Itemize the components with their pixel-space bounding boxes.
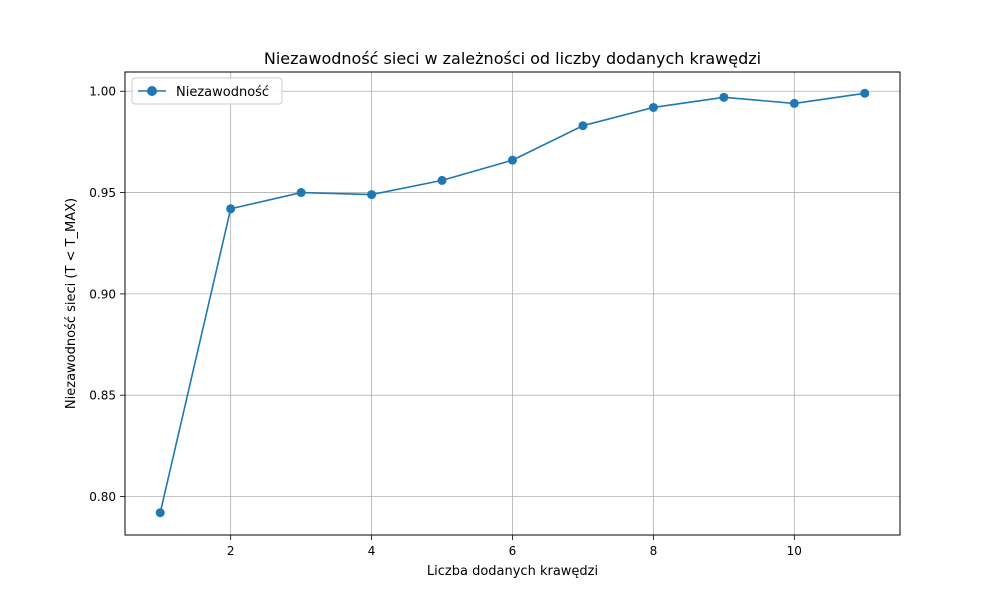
x-tick-label: 6 <box>509 544 517 558</box>
y-tick-label: 1.00 <box>89 85 116 99</box>
series-layer <box>155 88 870 518</box>
x-axis-label: Liczba dodanych krawędzi <box>427 564 598 579</box>
data-point <box>648 102 658 112</box>
data-point <box>367 190 377 200</box>
legend-box <box>131 77 283 105</box>
x-tick-label: 2 <box>227 544 235 558</box>
data-point <box>437 175 447 185</box>
x-tick-label: 4 <box>368 544 376 558</box>
data-point <box>578 121 588 131</box>
grid <box>125 72 900 535</box>
data-point <box>226 204 236 214</box>
x-tick-label: 10 <box>787 544 802 558</box>
data-point <box>860 88 870 98</box>
ticks: 2 4 6 8 10 0.80 0.85 0.90 0.95 1.00 <box>89 85 802 558</box>
data-point <box>508 155 517 165</box>
x-tick-label: 8 <box>650 544 658 558</box>
legend-marker-swatch <box>147 86 157 96</box>
legend: Niezawodność <box>131 77 283 105</box>
chart-title: Niezawodność sieci w zależności od liczb… <box>264 49 761 68</box>
data-point <box>296 188 306 198</box>
y-tick-label: 0.90 <box>89 287 116 301</box>
y-tick-label: 0.80 <box>89 490 116 504</box>
y-tick-label: 0.85 <box>89 389 116 403</box>
data-point <box>155 508 165 518</box>
legend-label: Niezawodność <box>176 85 269 100</box>
data-point <box>789 98 799 108</box>
y-axis-label: Niezawodność sieci (T < T_MAX) <box>64 198 79 409</box>
data-point <box>719 92 729 102</box>
y-tick-label: 0.95 <box>89 186 116 200</box>
